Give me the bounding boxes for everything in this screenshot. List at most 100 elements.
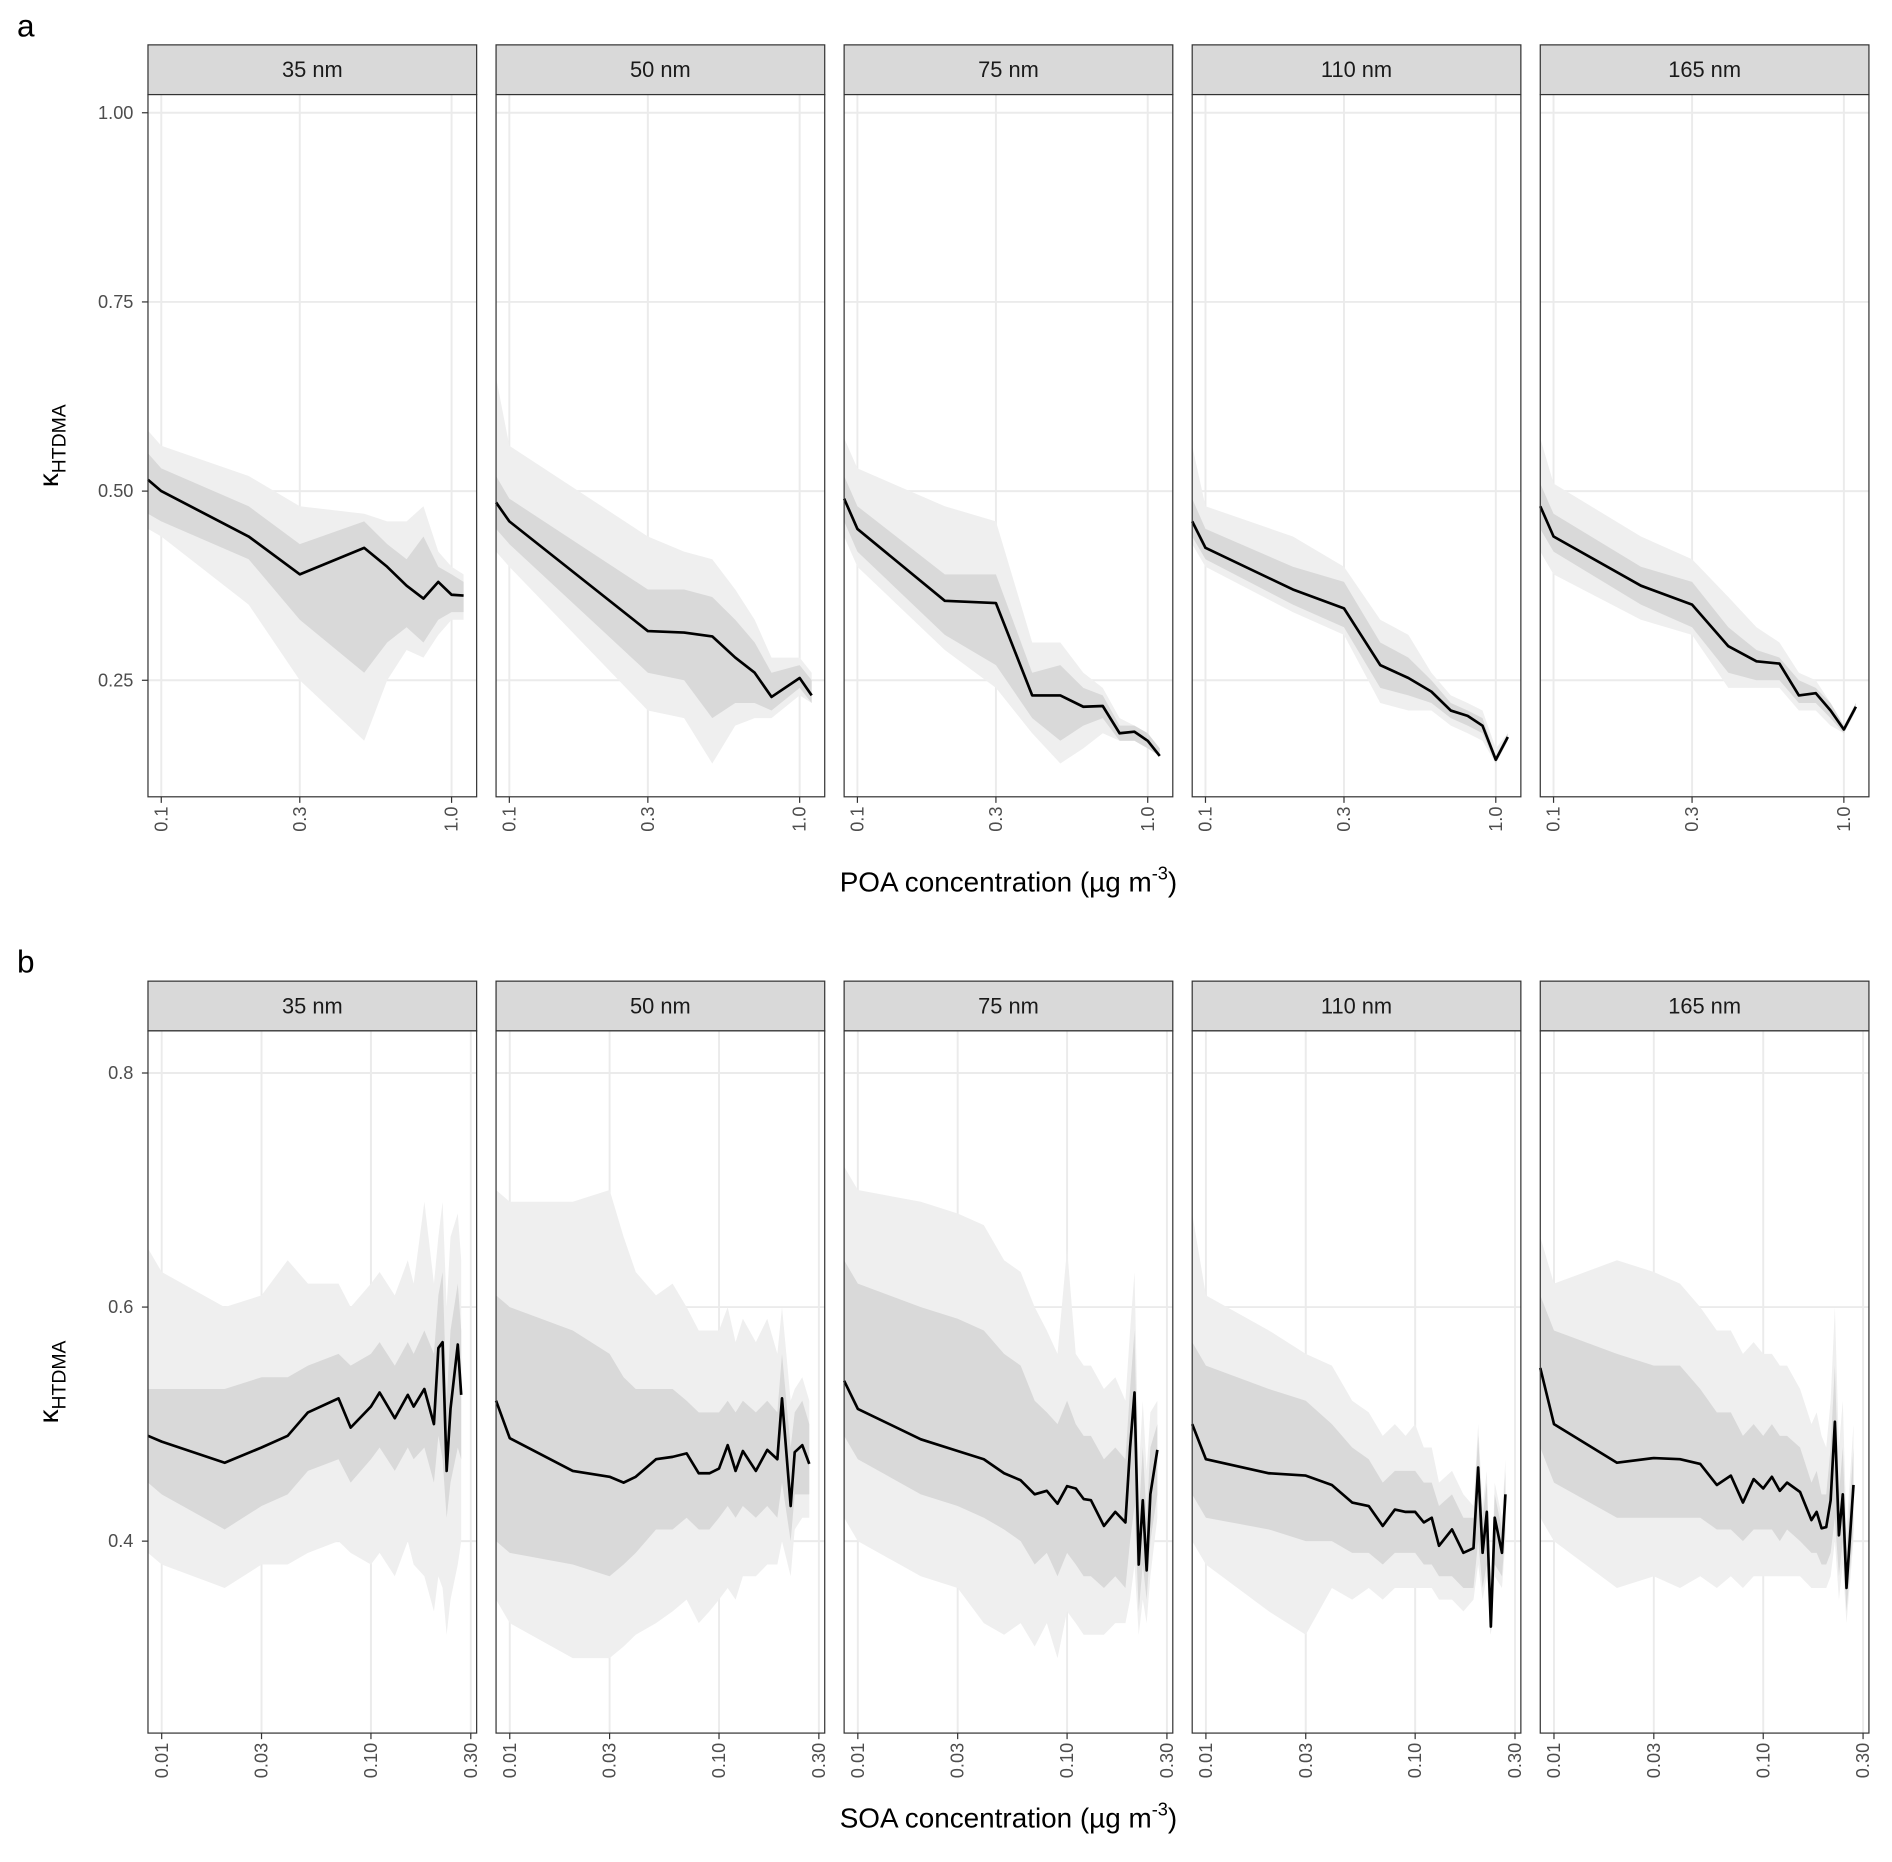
strip xyxy=(1191,980,1522,1032)
y-axis-symbol: κ xyxy=(33,473,64,487)
y-tick-label: 0.6 xyxy=(108,1297,133,1317)
x-tick-label: 1.0 xyxy=(1486,807,1506,832)
inner-band xyxy=(496,1295,810,1577)
inner-band xyxy=(1192,498,1508,764)
line xyxy=(1191,520,1509,762)
x-tick-label: 0.3 xyxy=(290,807,310,832)
x-tick-label: 0.3 xyxy=(638,807,658,832)
x-axis-close: ) xyxy=(1168,1803,1177,1834)
x-tick-label: 0.03 xyxy=(252,1743,272,1778)
x-tick-label: 0.1 xyxy=(1196,807,1216,832)
x-tick-label: 0.01 xyxy=(152,1743,172,1778)
panel-border xyxy=(1539,1030,1870,1734)
strip xyxy=(1539,44,1870,96)
x-axis-text: SOA concentration (µg m xyxy=(840,1803,1152,1834)
x-tick-label: 0.30 xyxy=(1853,1743,1873,1778)
y-tick-label: 0.4 xyxy=(108,1531,133,1551)
y-axis-subscript: HTDMA xyxy=(49,1340,71,1409)
x-tick-label: 0.10 xyxy=(1753,1743,1773,1778)
x-axis-superscript: -3 xyxy=(1152,863,1168,883)
inner-band xyxy=(1540,483,1856,734)
strip xyxy=(147,44,478,96)
line xyxy=(1190,1423,1507,1628)
line xyxy=(1539,505,1858,731)
x-tick-label: 0.03 xyxy=(1296,1743,1316,1778)
line xyxy=(494,1397,811,1508)
x-tick-label: 1.0 xyxy=(442,807,462,832)
panel-border xyxy=(1539,93,1870,798)
x-tick-label: 0.10 xyxy=(361,1743,381,1778)
line xyxy=(842,498,1161,757)
panel-border xyxy=(147,93,478,798)
x-tick-label: 0.1 xyxy=(1544,807,1564,832)
inner-band xyxy=(147,1271,462,1530)
panel-label: b xyxy=(17,944,35,980)
strip xyxy=(1191,44,1522,96)
inner-band xyxy=(844,1260,1158,1612)
x-tick-label: 0.10 xyxy=(709,1743,729,1778)
panel-border xyxy=(843,93,1174,798)
y-axis-title: κHTDMA xyxy=(33,1340,70,1423)
inner-band xyxy=(1540,1295,1854,1612)
x-tick-label: 0.01 xyxy=(500,1743,520,1778)
x-tick-label: 0.3 xyxy=(986,807,1006,832)
x-tick-label: 0.01 xyxy=(848,1743,868,1778)
x-tick-label: 0.03 xyxy=(600,1743,620,1778)
strip-title: 110 nm xyxy=(1321,993,1392,1018)
strip-title: 75 nm xyxy=(978,993,1039,1018)
x-tick-label: 0.30 xyxy=(809,1743,829,1778)
inner-band xyxy=(1192,1342,1506,1635)
x-tick-label: 0.1 xyxy=(151,807,171,832)
x-tick-label: 0.3 xyxy=(1334,807,1354,832)
strip-title: 75 nm xyxy=(978,57,1039,82)
y-axis-title: κHTDMA xyxy=(33,404,70,487)
x-axis-title: POA concentration (µg m-3) xyxy=(840,863,1177,897)
strip xyxy=(495,980,826,1032)
strip-title: 35 nm xyxy=(282,993,343,1018)
y-tick-label: 0.25 xyxy=(98,670,133,690)
x-tick-label: 1.0 xyxy=(1138,807,1158,832)
x-tick-label: 1.0 xyxy=(1834,807,1854,832)
y-axis-symbol: κ xyxy=(33,1409,64,1423)
panel-border xyxy=(495,1030,826,1734)
y-tick-label: 0.75 xyxy=(98,292,133,312)
x-axis-close: ) xyxy=(1168,866,1177,897)
panel-border xyxy=(843,1030,1174,1734)
strip xyxy=(495,44,826,96)
strip-title: 35 nm xyxy=(282,57,343,82)
x-tick-label: 0.3 xyxy=(1682,807,1702,832)
strip-title: 50 nm xyxy=(630,993,691,1018)
x-tick-label: 0.30 xyxy=(461,1743,481,1778)
strip xyxy=(843,44,1174,96)
x-tick-label: 0.10 xyxy=(1405,1743,1425,1778)
strip-title: 110 nm xyxy=(1321,57,1392,82)
strip xyxy=(1539,980,1870,1032)
x-axis-text: POA concentration (µg m xyxy=(840,866,1152,897)
inner-band xyxy=(147,453,464,673)
panel-label: a xyxy=(17,7,35,43)
panel-background xyxy=(1192,94,1521,797)
x-axis-superscript: -3 xyxy=(1152,1800,1168,1820)
x-tick-label: 0.03 xyxy=(948,1743,968,1778)
panel-border xyxy=(147,1030,478,1734)
panel-border xyxy=(495,93,826,798)
x-tick-label: 0.1 xyxy=(847,807,867,832)
strip-title: 165 nm xyxy=(1668,993,1741,1018)
line xyxy=(842,1380,1159,1572)
x-tick-label: 0.03 xyxy=(1644,1743,1664,1778)
x-tick-label: 0.01 xyxy=(1544,1743,1564,1778)
line xyxy=(1538,1367,1855,1590)
x-tick-label: 0.01 xyxy=(1196,1743,1216,1778)
panel-border xyxy=(1191,1030,1522,1734)
x-axis-title: SOA concentration (µg m-3) xyxy=(840,1800,1177,1834)
x-tick-label: 0.10 xyxy=(1057,1743,1077,1778)
x-tick-label: 0.30 xyxy=(1157,1743,1177,1778)
panel-border xyxy=(1191,93,1522,798)
y-tick-label: 0.50 xyxy=(98,481,133,501)
line xyxy=(147,478,464,600)
line xyxy=(494,501,813,699)
line xyxy=(147,1340,463,1473)
y-tick-label: 1.00 xyxy=(98,103,133,123)
x-tick-label: 0.30 xyxy=(1505,1743,1525,1778)
